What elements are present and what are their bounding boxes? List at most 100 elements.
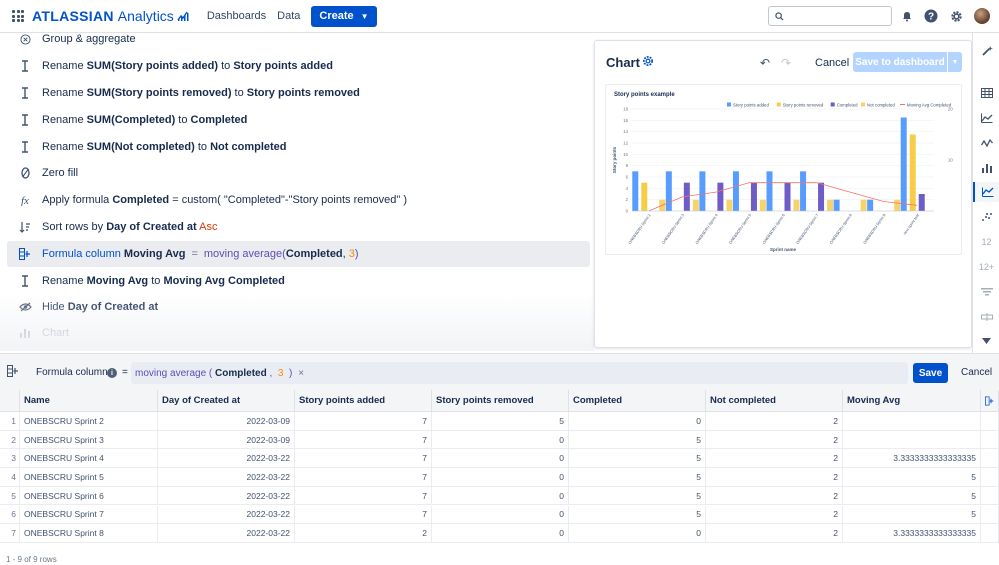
redo-icon[interactable]: ↷	[781, 56, 792, 70]
table-cell[interactable]: 7	[295, 412, 432, 430]
table-cell[interactable]: 2022-03-22	[158, 524, 295, 542]
table-cell[interactable]: 3.3333333333333335	[843, 449, 981, 468]
scatter-chart-icon[interactable]	[973, 207, 999, 227]
area-chart-icon[interactable]	[973, 108, 999, 128]
table-row[interactable]: 6 ONEBSCRU Sprint 7 2022-03-22 7 0 5 2 5	[0, 505, 999, 525]
table-cell[interactable]: 2	[706, 524, 843, 542]
nav-dashboards[interactable]: Dashboards	[206, 10, 267, 22]
table-cell[interactable]: 2	[706, 449, 843, 468]
table-cell[interactable]: 2022-03-22	[158, 449, 295, 468]
chart-settings-gear-icon[interactable]	[642, 55, 654, 67]
formula-input[interactable]: moving average ( Completed , 3 ) ×	[131, 362, 908, 384]
table-row[interactable]: 3 ONEBSCRU Sprint 4 2022-03-22 7 0 5 2 3.333333…	[0, 449, 999, 469]
table-cell[interactable]: 2	[706, 412, 843, 430]
table-cell[interactable]: 2	[706, 430, 843, 449]
formula-cancel-button[interactable]: Cancel	[961, 367, 993, 378]
magic-wand-icon[interactable]	[973, 41, 999, 61]
table-cell[interactable]: 0	[432, 505, 569, 524]
multi-value-label[interactable]: 12+	[978, 262, 995, 272]
table-cell[interactable]: 5	[843, 505, 981, 524]
info-icon[interactable]: i	[107, 368, 117, 378]
table-cell[interactable]: ONEBSCRU Sprint 6	[20, 486, 158, 505]
table-cell[interactable]: 3.3333333333333335	[843, 524, 981, 542]
table-icon[interactable]	[973, 83, 999, 103]
app-switcher-icon[interactable]	[12, 10, 24, 22]
table-row[interactable]: 5 ONEBSCRU Sprint 6 2022-03-22 7 0 5 2 5	[0, 486, 999, 506]
pipeline-step[interactable]: Formula column Moving Avg = moving average…	[7, 241, 590, 267]
formula-save-button[interactable]: Save	[913, 363, 948, 383]
nav-data[interactable]: Data	[277, 10, 301, 22]
pipeline-step[interactable]: Chart	[7, 320, 590, 346]
single-value-label[interactable]: 12	[981, 237, 992, 247]
toggle-icon[interactable]	[973, 307, 999, 327]
column-header[interactable]: Not completed	[706, 390, 843, 411]
table-cell[interactable]: 5	[843, 468, 981, 486]
search-input[interactable]	[768, 6, 892, 26]
table-row[interactable]: 7 ONEBSCRU Sprint 8 2022-03-22 2 0 0 2 3.333333…	[0, 524, 999, 543]
table-cell[interactable]: 5	[569, 505, 706, 524]
column-header[interactable]: Name	[20, 390, 158, 411]
table-cell[interactable]: 5	[432, 412, 569, 430]
clear-formula-icon[interactable]: ×	[298, 367, 305, 379]
table-cell[interactable]: 7	[295, 430, 432, 449]
table-cell[interactable]: 2022-03-22	[158, 486, 295, 505]
table-row[interactable]: 2 ONEBSCRU Sprint 3 2022-03-09 7 0 5 2	[0, 430, 999, 450]
save-to-dashboard-button[interactable]: Save to dashboard	[853, 52, 947, 72]
pipeline-step[interactable]: Rename SUM(Completed) to Completed	[7, 107, 590, 133]
save-dropdown-chevron-icon[interactable]: ▼	[948, 52, 962, 72]
table-cell[interactable]: 7	[295, 468, 432, 486]
table-cell[interactable]	[843, 430, 981, 449]
pipeline-step[interactable]: Rename Moving Avg to Moving Avg Complete…	[7, 268, 590, 294]
formula-window-size[interactable]: 3	[277, 367, 284, 379]
column-header[interactable]: Completed	[569, 390, 706, 411]
pipeline-step[interactable]: fx Apply formula Completed = custom( "Com…	[7, 187, 590, 213]
more-chevron-down-icon[interactable]	[973, 331, 999, 351]
table-cell[interactable]: 0	[432, 486, 569, 505]
table-cell[interactable]: 0	[432, 430, 569, 449]
table-cell[interactable]: 0	[569, 524, 706, 542]
bar-chart-icon[interactable]	[973, 158, 999, 178]
pipeline-step[interactable]: Hide Day of Created at	[7, 294, 590, 320]
table-cell[interactable]: 0	[569, 412, 706, 430]
table-cell[interactable]: ONEBSCRU Sprint 8	[20, 524, 158, 542]
table-cell[interactable]: 7	[295, 449, 432, 468]
column-header[interactable]: Story points removed	[432, 390, 569, 411]
table-cell[interactable]: 2022-03-09	[158, 430, 295, 449]
table-cell[interactable]: 2022-03-22	[158, 468, 295, 486]
brand-logo[interactable]: ATLASSIAN Analytics	[32, 8, 189, 24]
table-cell[interactable]: 7	[295, 486, 432, 505]
create-button[interactable]: Create ▼	[311, 5, 377, 27]
pipeline-step[interactable]: Rename SUM(Not completed) to Not complet…	[7, 134, 590, 160]
table-cell[interactable]: 5	[569, 486, 706, 505]
table-row[interactable]: 1 ONEBSCRU Sprint 2 2022-03-09 7 5 0 2	[0, 412, 999, 431]
table-row[interactable]: 4 ONEBSCRU Sprint 5 2022-03-22 7 0 5 2 5	[0, 468, 999, 487]
table-cell[interactable]: 2	[706, 486, 843, 505]
notifications-icon[interactable]	[899, 8, 915, 24]
table-cell[interactable]: ONEBSCRU Sprint 2	[20, 412, 158, 430]
pipeline-step[interactable]: Rename SUM(Story points added) to Story …	[7, 53, 590, 79]
table-cell[interactable]: 5	[569, 468, 706, 486]
pipeline-step[interactable]: Sort rows by Day of Created at Asc	[7, 214, 590, 240]
column-header[interactable]: Day of Created at	[158, 390, 295, 411]
table-cell[interactable]: ONEBSCRU Sprint 7	[20, 505, 158, 524]
table-cell[interactable]: 5	[843, 486, 981, 505]
user-avatar[interactable]	[974, 8, 990, 24]
pipeline-step[interactable]: Group & aggregate	[7, 33, 590, 52]
column-settings-icon[interactable]	[981, 390, 999, 411]
table-cell[interactable]: 0	[432, 449, 569, 468]
table-cell[interactable]: ONEBSCRU Sprint 3	[20, 430, 158, 449]
table-cell[interactable]: 5	[569, 430, 706, 449]
column-header[interactable]: Moving Avg	[843, 390, 981, 411]
undo-icon[interactable]: ↶	[760, 56, 771, 70]
table-cell[interactable]: 0	[432, 524, 569, 542]
table-cell[interactable]: 5	[569, 449, 706, 468]
table-cell[interactable]: 2022-03-22	[158, 505, 295, 524]
settings-gear-icon[interactable]	[948, 8, 964, 24]
table-cell[interactable]: 0	[432, 468, 569, 486]
line-chart-icon[interactable]	[973, 133, 999, 153]
table-cell[interactable]: 7	[295, 505, 432, 524]
table-cell[interactable]: 2022-03-09	[158, 412, 295, 430]
bar-line-combo-icon[interactable]	[973, 182, 999, 202]
table-cell[interactable]	[843, 412, 981, 430]
pipeline-step[interactable]: Zero fill	[7, 160, 590, 186]
